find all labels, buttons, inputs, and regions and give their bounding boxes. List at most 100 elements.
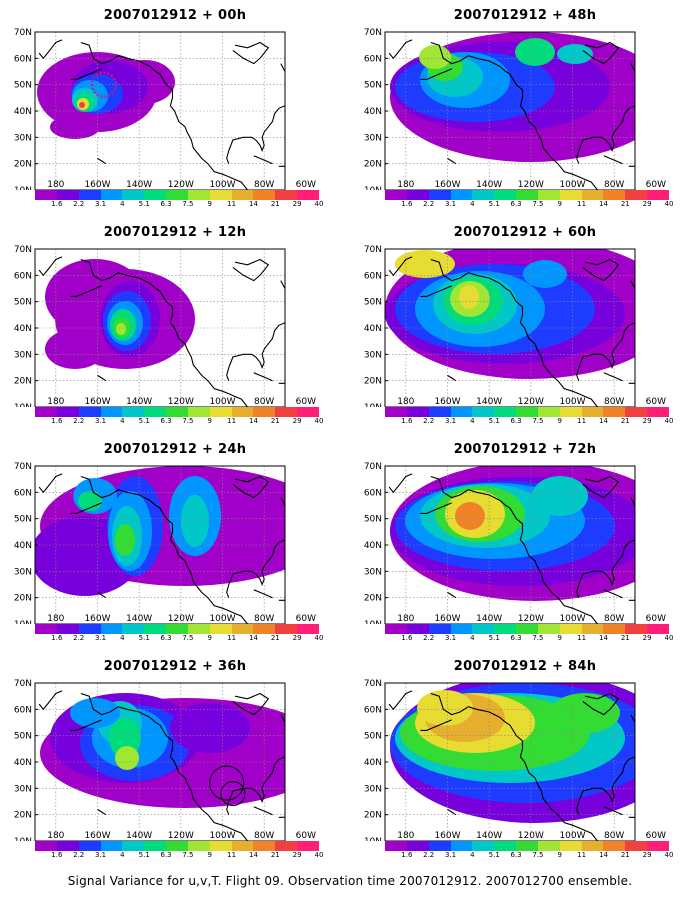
colorbar-swatch [78, 407, 101, 417]
lat-tick-label: 10N [364, 186, 382, 190]
colorbar: 1.6 2.2 3.1 4 5.1 6.3 7.5 9 11 14 21 29 40 [35, 190, 323, 214]
lat-tick-label: 60N [364, 271, 382, 281]
colorbar-swatch [100, 841, 123, 851]
lon-tick-label: 160W [84, 397, 111, 407]
colorbar-label: 14 [598, 417, 608, 425]
colorbar: 1.6 2.2 3.1 4 5.1 6.3 7.5 9 11 14 21 29 40 [385, 624, 673, 648]
colorbar-swatch [625, 624, 648, 634]
lon-axis-labels: 180 160W 140W 120W 100W 80W 60W [355, 831, 666, 841]
colorbar-label: 11 [227, 851, 237, 859]
lat-tick-label: 10N [364, 403, 382, 407]
colorbar-label: 2.2 [423, 200, 435, 208]
lon-tick-label: 140W [126, 614, 153, 624]
lon-tick-label: 100W [559, 614, 586, 624]
colorbar-swatch [209, 624, 232, 634]
lat-tick-label: 40N [14, 758, 32, 768]
colorbar-label: 40 [664, 851, 674, 859]
lat-tick-label: 20N [364, 377, 382, 387]
colorbar-label: 5.1 [138, 417, 150, 425]
map-panel-00h: 2007012912 + 00h 70N 60N 50N 40N 30N 20N 10N 1… [5, 8, 324, 218]
colorbar-swatch [209, 841, 232, 851]
colorbar-swatch [209, 190, 232, 200]
lat-tick-label: 10N [14, 620, 32, 624]
map-panel-48h: 2007012912 + 48h 70N 60N 50N 40N 30N 20N 10N 1… [355, 8, 674, 218]
lon-tick-label: 180 [397, 614, 415, 624]
colorbar: 1.6 2.2 3.1 4 5.1 6.3 7.5 9 11 14 21 29 40 [35, 841, 323, 865]
colorbar-label: 1.6 [51, 634, 63, 642]
colorbar-label: 11 [577, 634, 587, 642]
colorbar-label: 6.3 [510, 200, 522, 208]
lon-tick-label: 140W [126, 831, 153, 841]
colorbar-label: 29 [642, 417, 652, 425]
lat-tick-label: 70N [14, 462, 32, 472]
colorbar-swatch [35, 841, 57, 851]
lon-tick-label: 60W [645, 180, 667, 190]
figure-caption: Signal Variance for u,v,T. Flight 09. Ob… [67, 874, 633, 888]
lat-tick-label: 60N [14, 488, 32, 498]
colorbar-label: 40 [664, 634, 674, 642]
lat-tick-label: 70N [364, 679, 382, 689]
colorbar-label: 40 [314, 417, 324, 425]
lat-tick-label: 20N [364, 594, 382, 604]
colorbar-swatch [144, 841, 167, 851]
lat-tick-label: 40N [364, 107, 382, 117]
lat-tick-label: 30N [364, 350, 382, 360]
lon-tick-label: 140W [476, 397, 503, 407]
lon-tick-label: 180 [47, 614, 65, 624]
lon-tick-label: 100W [209, 831, 236, 841]
lat-tick-label: 70N [14, 28, 32, 38]
lon-tick-label: 160W [434, 397, 461, 407]
lat-tick-label: 60N [14, 54, 32, 64]
colorbar-swatch [581, 841, 604, 851]
panel-title: 2007012912 + 84h [453, 659, 597, 674]
colorbar-label: 11 [227, 417, 237, 425]
colorbar-label: 7.5 [532, 200, 544, 208]
colorbar-swatch [450, 841, 473, 851]
colorbar-label: 11 [577, 851, 587, 859]
colorbar-swatch [166, 190, 188, 200]
lat-tick-label: 50N [14, 732, 32, 742]
colorbar-label: 4 [470, 634, 475, 642]
colorbar-label: 1.6 [401, 634, 413, 642]
colorbar-label: 29 [642, 200, 652, 208]
colorbar-swatch [187, 841, 210, 851]
colorbar-label: 9 [557, 634, 562, 642]
colorbar-swatch [253, 624, 276, 634]
lon-tick-label: 180 [397, 180, 415, 190]
colorbar-swatch [516, 624, 538, 634]
panel-title: 2007012912 + 12h [103, 225, 247, 240]
colorbar-swatch [603, 190, 626, 200]
colorbar-swatch [494, 407, 517, 417]
lon-tick-label: 120W [167, 180, 194, 190]
lat-tick-label: 70N [14, 679, 32, 689]
lon-tick-label: 180 [47, 831, 65, 841]
colorbar-swatch [516, 407, 538, 417]
lat-tick-label: 20N [14, 811, 32, 821]
colorbar-label: 1.6 [51, 200, 63, 208]
colorbar-label: 40 [664, 200, 674, 208]
colorbar-swatch [537, 407, 560, 417]
colorbar-label: 7.5 [182, 851, 194, 859]
lat-tick-label: 60N [14, 705, 32, 715]
colorbar-label: 11 [227, 634, 237, 642]
lon-tick-label: 160W [84, 180, 111, 190]
colorbar-label: 4 [120, 417, 125, 425]
colorbar-swatch [472, 624, 495, 634]
map-panel-60h: 2007012912 + 60h 70N 60N 50N 40N 30N 20N 10N 1… [355, 225, 674, 435]
lon-tick-label: 100W [209, 180, 236, 190]
colorbar-label: 3.1 [444, 417, 457, 425]
lon-tick-label: 80W [603, 397, 625, 407]
colorbar-label: 6.3 [510, 851, 522, 859]
lat-tick-label: 20N [14, 377, 32, 387]
variance-map: 70N 60N 50N 40N 30N 20N 10N [14, 28, 286, 190]
lon-tick-label: 100W [559, 831, 586, 841]
colorbar-swatch [231, 841, 254, 851]
lon-tick-label: 180 [397, 397, 415, 407]
lat-tick-label: 30N [14, 567, 32, 577]
colorbar-swatch [385, 407, 407, 417]
colorbar-swatch [450, 624, 473, 634]
colorbar-swatch [231, 190, 254, 200]
colorbar-label: 7.5 [182, 417, 194, 425]
colorbar-swatch [537, 624, 560, 634]
colorbar-swatch [559, 841, 582, 851]
